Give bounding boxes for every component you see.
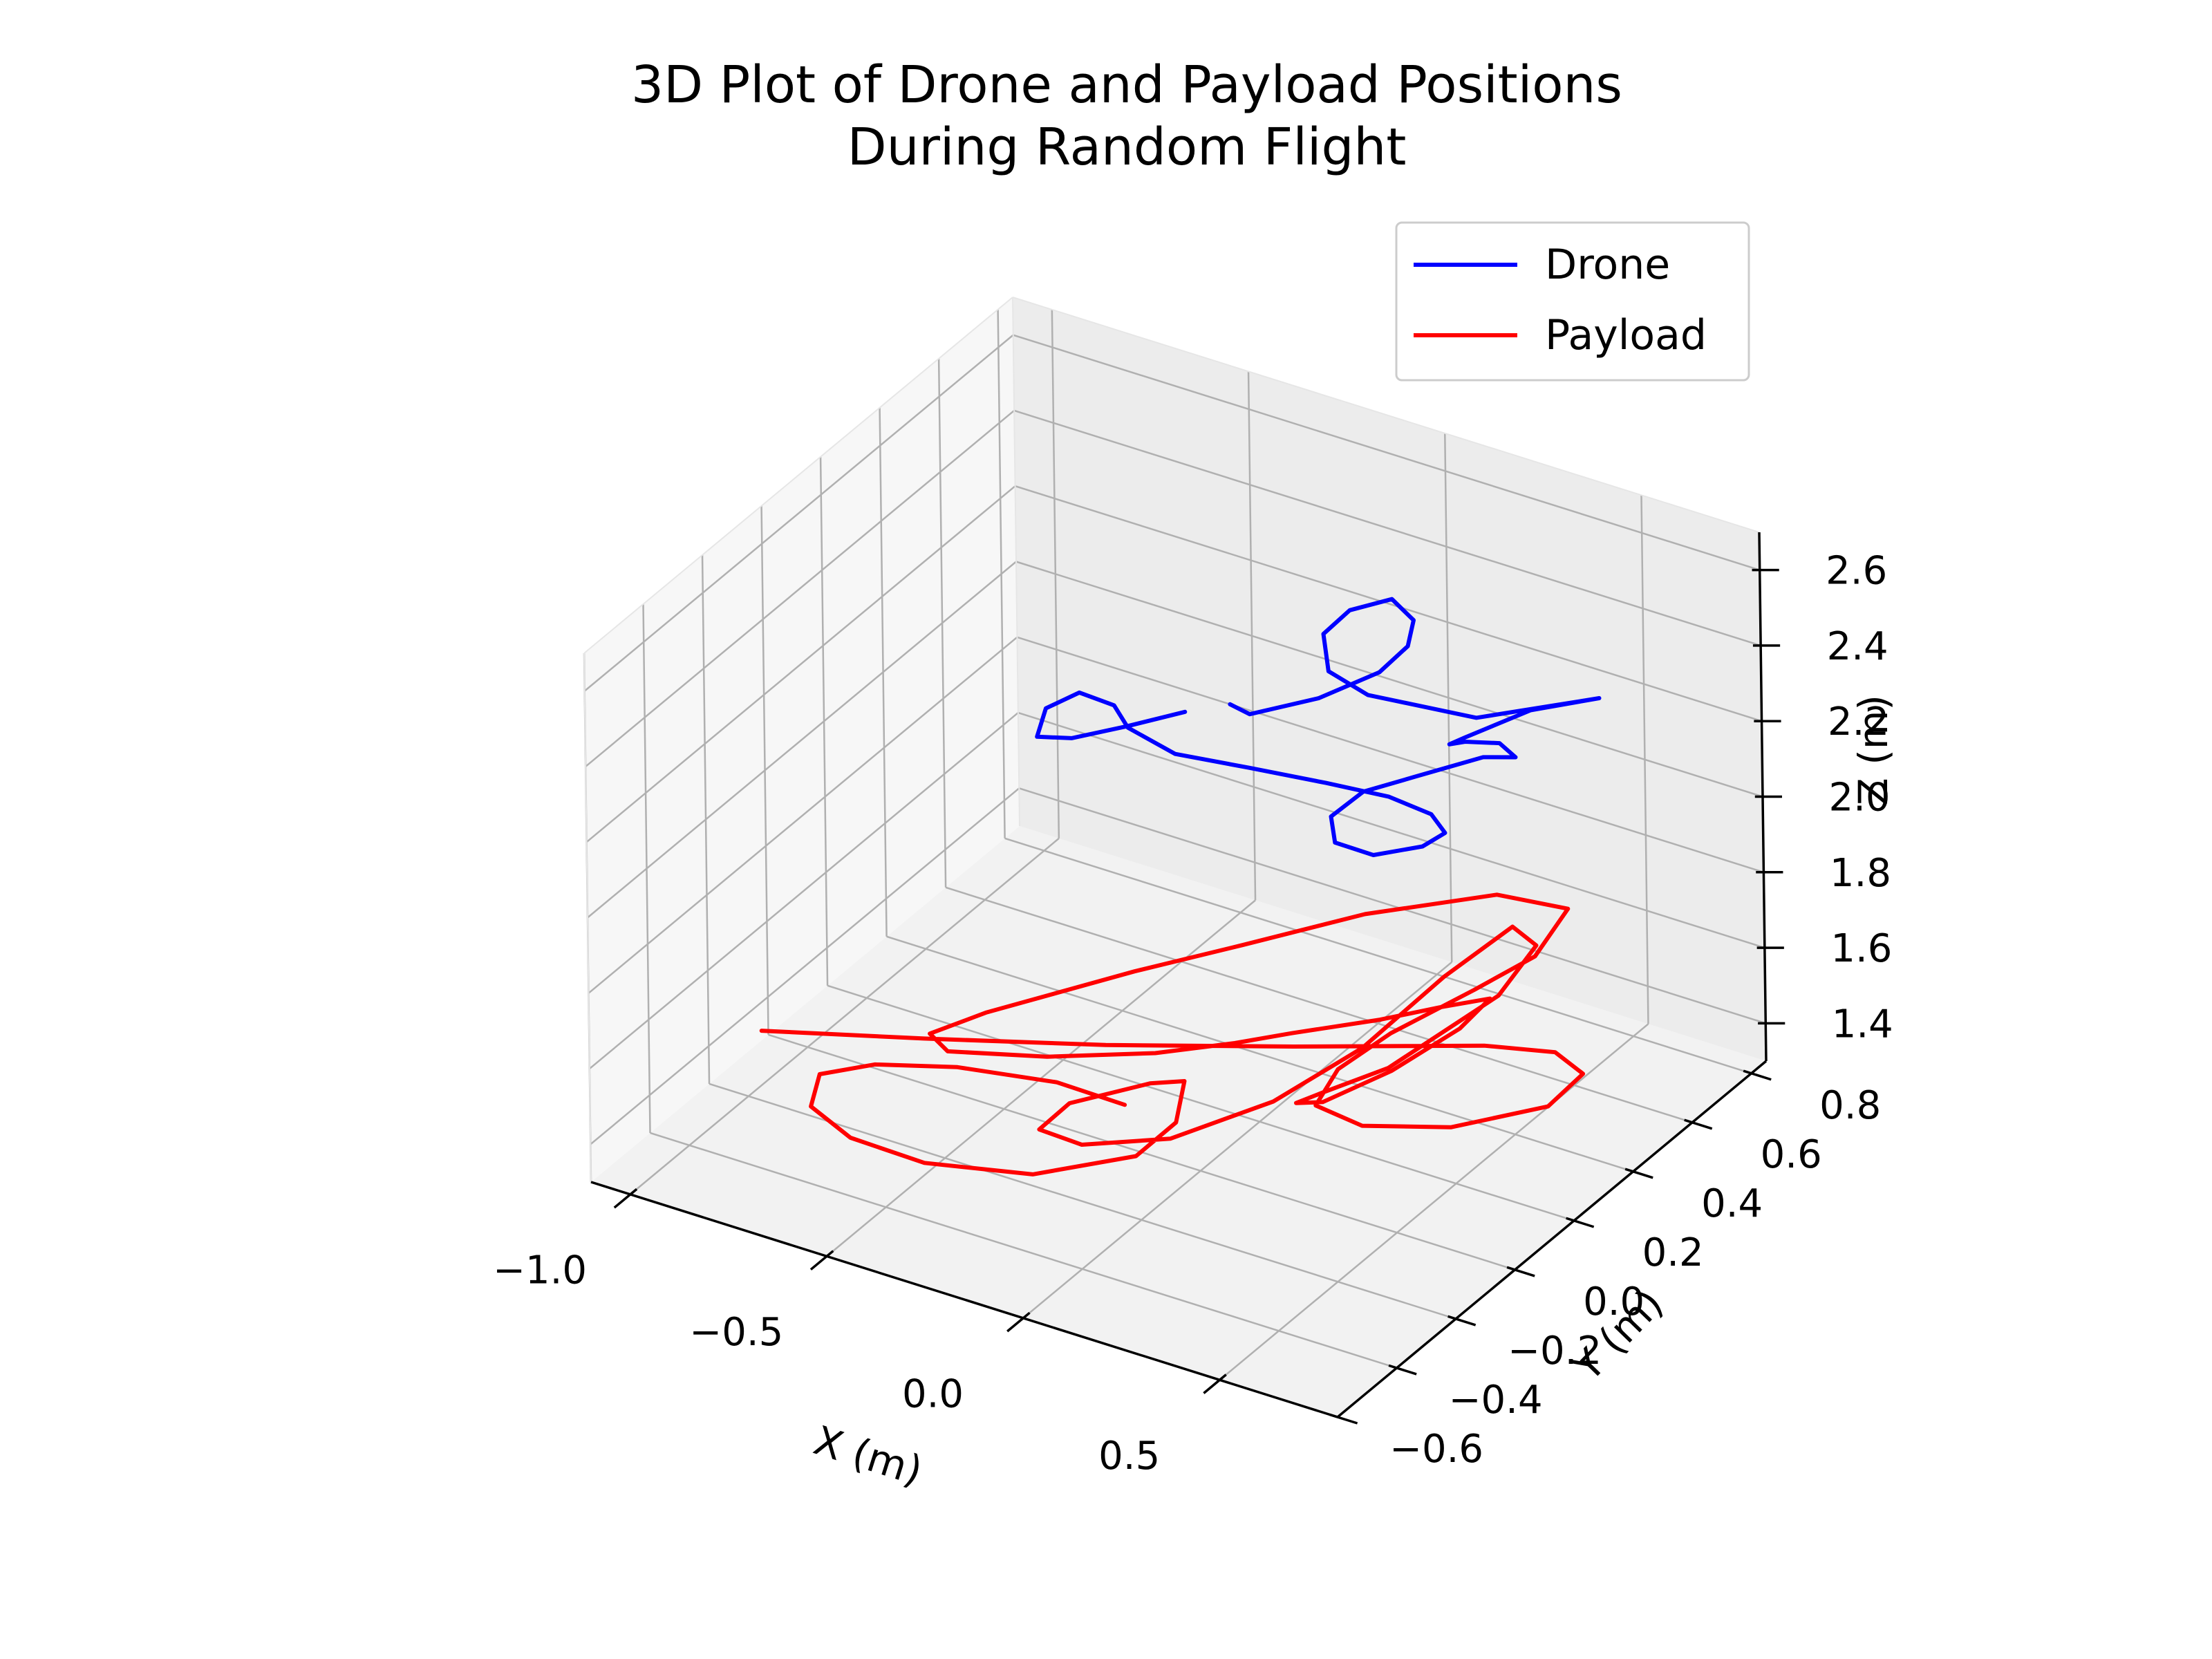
y-grid-floor bbox=[945, 886, 1693, 1123]
z-grid-back bbox=[1015, 561, 1763, 798]
z-grid-left bbox=[588, 636, 1018, 994]
x-tick bbox=[1006, 1311, 1031, 1333]
z-grid-left bbox=[589, 712, 1019, 1070]
y-tick bbox=[1329, 1413, 1358, 1425]
z-tick-label: 2.0 bbox=[1828, 776, 1890, 821]
z-grid-back bbox=[1015, 485, 1762, 722]
floor-pane bbox=[591, 826, 1766, 1417]
y-tick-label: 0.2 bbox=[1642, 1230, 1704, 1275]
z-tick-label: 1.8 bbox=[1830, 851, 1891, 896]
x-grid-floor bbox=[1219, 1023, 1649, 1381]
x-tick-label: −1.0 bbox=[493, 1248, 587, 1293]
y-tick-label: 0.0 bbox=[1583, 1280, 1644, 1324]
x-tick-label: 0.5 bbox=[1098, 1434, 1160, 1479]
y-axis-line bbox=[1336, 1060, 1768, 1418]
x-axis-label: X (m) bbox=[809, 1416, 928, 1494]
legend-box bbox=[1395, 221, 1750, 382]
series-line-drone bbox=[1035, 597, 1602, 857]
z-tick-label: 1.6 bbox=[1830, 926, 1892, 971]
z-grid-left bbox=[585, 409, 1015, 767]
x-axis-line bbox=[590, 1181, 1338, 1418]
chart-title-line: 3D Plot of Drone and Payload Positions bbox=[631, 55, 1622, 115]
x-tick bbox=[613, 1188, 638, 1209]
legend[interactable]: Drone Payload bbox=[1395, 221, 1750, 382]
pane-edge bbox=[1012, 297, 1020, 827]
series-line-payload bbox=[759, 892, 1586, 1177]
z-grid-back bbox=[1013, 409, 1761, 647]
pane-edge bbox=[583, 297, 1013, 654]
x-tick bbox=[1203, 1374, 1227, 1394]
z-grid-back bbox=[1018, 787, 1766, 1024]
y-tick-label: −0.2 bbox=[1508, 1329, 1602, 1374]
z-grid-left bbox=[590, 787, 1020, 1145]
y-tick-label: −0.6 bbox=[1389, 1427, 1483, 1472]
y-tick bbox=[1624, 1168, 1653, 1179]
y-tick-label: 0.6 bbox=[1761, 1132, 1822, 1177]
y-tick bbox=[1447, 1315, 1477, 1327]
x-grid-floor bbox=[630, 837, 1060, 1195]
y-tick-label: −0.4 bbox=[1449, 1378, 1543, 1423]
y-tick bbox=[1743, 1069, 1772, 1081]
x-tick-label: −0.5 bbox=[689, 1310, 783, 1355]
y-tick bbox=[1506, 1266, 1535, 1277]
z-tick-label: 2.6 bbox=[1826, 549, 1887, 594]
y-tick bbox=[1684, 1118, 1713, 1130]
y-grid-floor bbox=[1004, 837, 1752, 1074]
y-grid-floor bbox=[886, 935, 1633, 1173]
pane-edge bbox=[1012, 297, 1760, 533]
chart-title: 3D Plot of Drone and Payload PositionsDu… bbox=[631, 55, 1622, 177]
axis-panes bbox=[584, 297, 1766, 1417]
plot-series bbox=[759, 597, 1602, 1177]
y-tick bbox=[1566, 1217, 1595, 1228]
z-tick-label: 2.2 bbox=[1828, 700, 1889, 744]
z-grid-back bbox=[1018, 711, 1765, 949]
x-tick-label: 0.0 bbox=[902, 1371, 964, 1416]
x-tick bbox=[809, 1250, 834, 1271]
z-tick-label: 1.4 bbox=[1832, 1002, 1893, 1047]
z-tick-label: 2.4 bbox=[1827, 624, 1888, 669]
pane-edge bbox=[583, 653, 592, 1183]
legend-label-drone: Drone bbox=[1545, 241, 1670, 289]
z-grid-back bbox=[1017, 636, 1764, 873]
z-grid-left bbox=[583, 334, 1014, 692]
z-grid-left bbox=[587, 561, 1017, 919]
z-axis-label: Z (m) bbox=[1850, 695, 1897, 805]
legend-label-payload: Payload bbox=[1545, 311, 1707, 359]
y-tick-label: 0.8 bbox=[1819, 1083, 1881, 1128]
y-grid-floor bbox=[650, 1132, 1397, 1369]
axis-ticks: −1.0 −0.5 0.0 0.5 −0.6−0.4−0.2 0.0 0.20.40.60.… bbox=[493, 549, 1893, 1479]
y-tick-label: 0.4 bbox=[1701, 1181, 1763, 1226]
chart-title-line: During Random Flight bbox=[847, 118, 1407, 177]
y-tick bbox=[1388, 1364, 1417, 1376]
z-grid-left bbox=[585, 485, 1016, 843]
z-grid-back bbox=[1013, 334, 1761, 571]
